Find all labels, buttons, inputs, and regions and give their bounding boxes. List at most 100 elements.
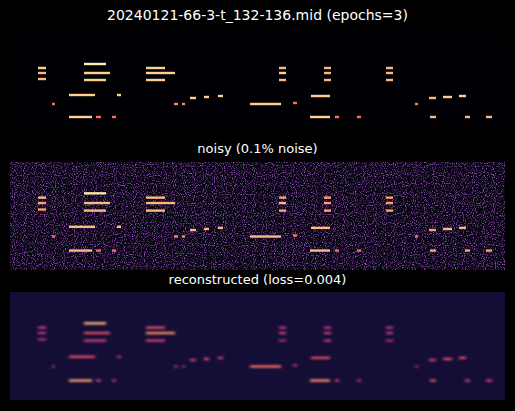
note (486, 116, 492, 118)
note (429, 359, 436, 361)
note (324, 196, 331, 198)
note (84, 209, 106, 211)
note (279, 196, 286, 198)
note (459, 95, 466, 97)
note (324, 67, 331, 69)
note (84, 202, 110, 204)
note (486, 249, 492, 251)
background (10, 292, 505, 400)
note (146, 79, 165, 81)
note (218, 357, 223, 359)
note (324, 339, 331, 341)
note (204, 96, 209, 98)
panel-title: noisy (0.1% noise) (197, 141, 317, 156)
note (250, 365, 281, 367)
note (357, 249, 361, 251)
note (293, 364, 297, 366)
note (146, 332, 175, 334)
note (38, 332, 46, 334)
heatmap-panel (10, 292, 505, 400)
note (250, 235, 281, 237)
note (324, 209, 331, 211)
note (486, 379, 492, 381)
notes (38, 63, 492, 118)
note (146, 326, 165, 328)
note (386, 202, 393, 204)
note (204, 228, 209, 230)
note (465, 116, 470, 118)
note (38, 72, 46, 74)
note (430, 116, 436, 118)
note (324, 79, 331, 81)
panel-title: 20240121-66-3-t_132-136.mid (epochs=3) (107, 7, 408, 23)
note (324, 326, 331, 328)
note (415, 235, 418, 237)
note (190, 359, 196, 361)
note (84, 339, 106, 341)
note (386, 79, 393, 81)
note (293, 102, 297, 104)
note (335, 379, 339, 381)
note (386, 209, 393, 211)
note (84, 192, 106, 194)
note (38, 67, 46, 69)
note (279, 202, 286, 204)
note (386, 339, 393, 341)
note (146, 67, 165, 69)
note (117, 226, 121, 228)
note (430, 379, 436, 381)
note (52, 235, 55, 237)
note (38, 338, 46, 340)
note (96, 249, 101, 251)
note (415, 365, 418, 367)
note (117, 356, 121, 358)
note (415, 103, 418, 105)
figure: 20240121-66-3-t_132-136.mid (epochs=3) no… (0, 0, 515, 411)
note (250, 103, 281, 105)
note (386, 196, 393, 198)
note (38, 196, 46, 198)
note (386, 67, 393, 69)
note (38, 78, 46, 80)
note (459, 357, 466, 359)
note (190, 229, 196, 231)
panel-title: reconstructed (loss=0.004) (169, 272, 347, 287)
note (112, 249, 116, 251)
note (84, 332, 110, 334)
note (174, 235, 178, 237)
note (279, 339, 286, 341)
note (146, 339, 165, 341)
note (174, 103, 178, 105)
noise-texture (10, 162, 505, 270)
note (146, 202, 175, 204)
note (84, 72, 110, 74)
note (386, 72, 393, 74)
note (279, 67, 286, 69)
note (279, 79, 286, 81)
note (182, 365, 185, 367)
background (10, 35, 505, 135)
note (311, 227, 330, 229)
note (443, 358, 452, 360)
note (38, 208, 46, 210)
note (190, 97, 196, 99)
note (310, 249, 330, 251)
note (146, 196, 165, 198)
note (146, 209, 165, 211)
note (84, 63, 106, 65)
notes (38, 322, 492, 382)
note (204, 358, 209, 360)
note (429, 97, 436, 99)
note (96, 116, 101, 118)
note (335, 116, 339, 118)
note (112, 379, 116, 381)
note (69, 249, 92, 251)
note (182, 235, 185, 237)
note (84, 79, 106, 81)
note (52, 365, 55, 367)
note (279, 326, 286, 328)
note (279, 72, 286, 74)
note (69, 116, 92, 118)
note (112, 116, 116, 118)
heatmap-panel (10, 35, 505, 135)
